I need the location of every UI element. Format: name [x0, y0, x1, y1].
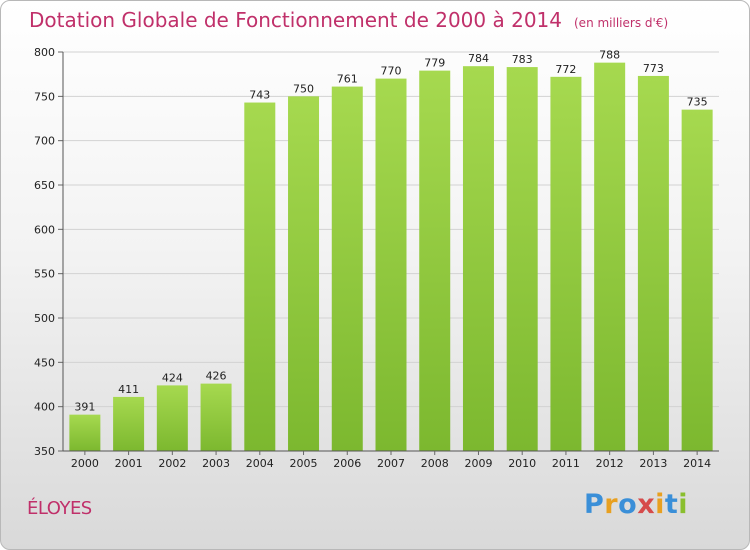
y-tick-label: 550 [34, 268, 55, 281]
logo-letter: i [655, 489, 665, 520]
value-label-2000: 391 [74, 401, 95, 414]
x-tick-label-2009: 2009 [464, 457, 492, 470]
y-tick-label: 650 [34, 179, 55, 192]
x-tick-label-2003: 2003 [202, 457, 230, 470]
value-label-2011: 772 [555, 63, 576, 76]
y-tick-label: 700 [34, 135, 55, 148]
x-tick-label-2007: 2007 [377, 457, 405, 470]
x-tick-label-2014: 2014 [683, 457, 711, 470]
value-label-2009: 784 [468, 52, 489, 65]
axes [62, 52, 719, 455]
x-tick-label-2005: 2005 [290, 457, 318, 470]
x-tick-label-2010: 2010 [508, 457, 536, 470]
value-label-2008: 779 [424, 57, 445, 70]
x-tick-labels: 2000 2001 2002 2003 2004 2005 2006 2007 2008 2009… [71, 457, 711, 470]
bar-2013[interactable] [637, 75, 669, 451]
value-label-2004: 743 [249, 89, 270, 102]
bars [69, 62, 713, 452]
bar-2004[interactable] [244, 102, 276, 451]
value-label-2013: 773 [643, 62, 664, 75]
bar-2007[interactable] [375, 78, 407, 451]
x-tick-label-2011: 2011 [552, 457, 580, 470]
bar-2005[interactable] [288, 96, 320, 451]
value-label-2010: 783 [512, 53, 533, 66]
x-tick-label-2008: 2008 [421, 457, 449, 470]
bar-2000[interactable] [69, 414, 101, 451]
x-tick-label-2012: 2012 [596, 457, 624, 470]
logo-letter: o [618, 489, 638, 520]
chart-subtitle: (en milliers d'€) [574, 16, 669, 30]
x-tick-label-2004: 2004 [246, 457, 274, 470]
y-tick-label: 800 [34, 46, 55, 59]
bar-2012[interactable] [594, 62, 626, 451]
bar-2002[interactable] [156, 385, 188, 451]
y-tick-label: 350 [34, 445, 55, 458]
chart-title-text: Dotation Globale de Fonctionnement de 20… [29, 8, 562, 32]
proxiti-logo[interactable]: Proxiti [584, 489, 688, 520]
y-tick-labels: 350 400 450 500 550 600 650 700 750 800 [34, 46, 55, 458]
x-tick-label-2006: 2006 [333, 457, 361, 470]
x-tick-label-2001: 2001 [115, 457, 143, 470]
logo-letter: x [637, 489, 656, 520]
chart-title: Dotation Globale de Fonctionnement de 20… [29, 8, 668, 32]
y-tick-label: 750 [34, 90, 55, 103]
bar-2001[interactable] [113, 396, 145, 451]
value-labels: 391 411 424 426 743 750 761 770 779 784 783 772 788 7… [74, 49, 707, 414]
logo-letter: t [664, 489, 679, 520]
y-tick-label: 450 [34, 356, 55, 369]
bar-2010[interactable] [506, 67, 538, 451]
x-tick-label-2002: 2002 [158, 457, 186, 470]
value-label-2003: 426 [206, 370, 227, 383]
y-tick-label: 600 [34, 223, 55, 236]
y-tick-label: 400 [34, 401, 55, 414]
bar-2003[interactable] [200, 383, 232, 451]
bar-2011[interactable] [550, 76, 582, 452]
value-label-2001: 411 [118, 383, 139, 396]
logo-letter: i [678, 489, 689, 520]
bar-2014[interactable] [681, 109, 713, 451]
bar-2006[interactable] [331, 86, 363, 451]
logo-letter: r [604, 489, 619, 520]
value-label-2002: 424 [162, 371, 183, 384]
value-label-2005: 750 [293, 82, 314, 95]
bar-2009[interactable] [462, 66, 494, 451]
y-tick-label: 500 [34, 312, 55, 325]
value-label-2007: 770 [381, 65, 402, 78]
logo-letter: P [584, 489, 605, 520]
bar-2008[interactable] [419, 70, 451, 452]
town-name: ÉLOYES [27, 498, 92, 519]
value-label-2012: 788 [599, 49, 620, 62]
value-label-2006: 761 [337, 73, 358, 86]
value-label-2014: 735 [687, 96, 708, 109]
x-tick-label-2000: 2000 [71, 457, 99, 470]
x-tick-label-2013: 2013 [639, 457, 667, 470]
